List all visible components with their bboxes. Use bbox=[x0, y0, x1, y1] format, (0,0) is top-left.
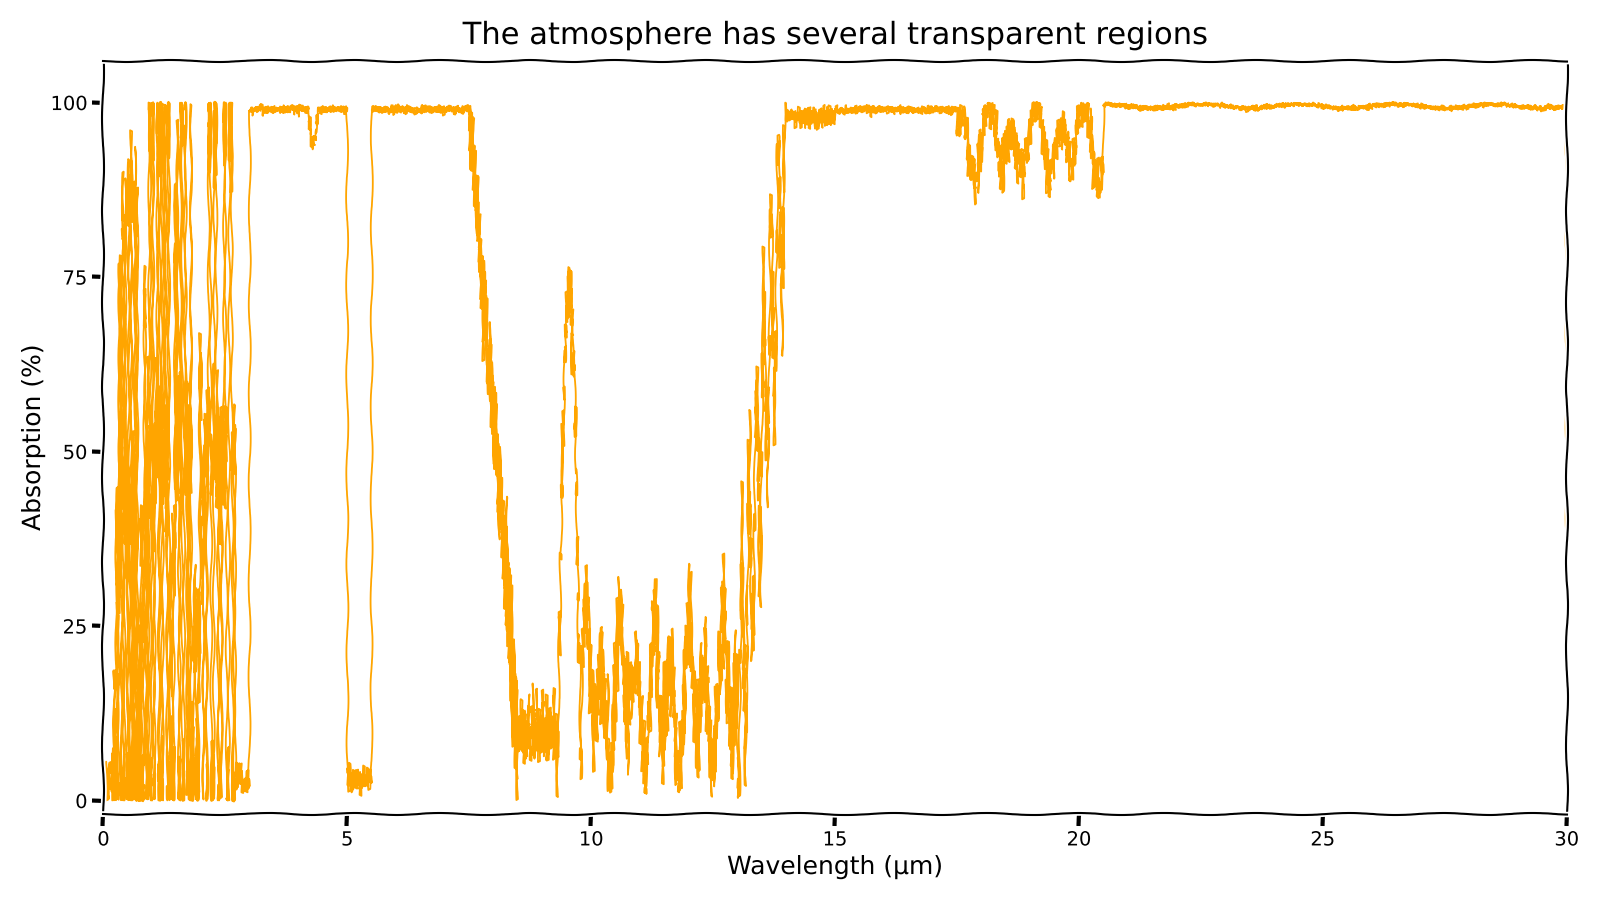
Y-axis label: Absorption (%): Absorption (%) bbox=[21, 344, 45, 531]
X-axis label: Wavelength (μm): Wavelength (μm) bbox=[726, 855, 942, 879]
Title: The atmosphere has several transparent regions: The atmosphere has several transparent r… bbox=[462, 21, 1208, 50]
